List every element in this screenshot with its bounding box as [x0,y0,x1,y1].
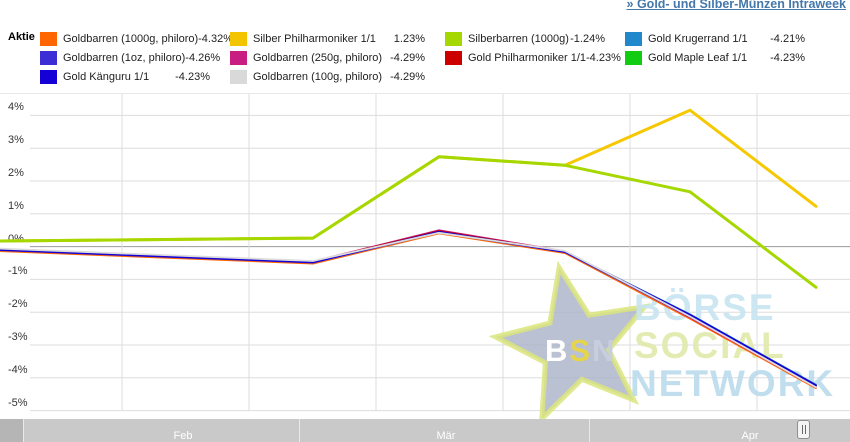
navigator-separator [299,419,300,442]
legend-item-change: -4.23% [586,51,621,64]
navigator-left-block [0,419,23,442]
legend-item-label: Gold Känguru 1/1 [63,70,150,83]
navigator-handle[interactable] [797,420,810,439]
legend-swatch-icon [40,50,57,65]
legend-swatch-icon [40,69,57,84]
legend-item-change: 1.23% [393,32,425,45]
legend-item[interactable]: Gold Känguru 1/1 -4.23% [40,67,230,86]
legend-item-change: -4.23% [770,51,805,64]
y-axis-tick-label: 3% [8,134,24,147]
legend-swatch-icon [625,31,642,46]
legend-swatch-icon [625,50,642,65]
legend-item[interactable]: Silberbarren (1000g) -1.24% [445,29,625,48]
legend-item-change: -4.21% [770,32,805,45]
legend-swatch-icon [445,50,462,65]
navigator-month-label: Apr [741,430,759,442]
series-line[interactable] [0,155,818,289]
y-axis-tick-label: 4% [8,101,24,114]
legend-item[interactable]: Goldbarren (1000g, philoro) -4.32% [40,29,233,48]
legend-item-label: Goldbarren (100g, philoro) [253,70,383,83]
legend-title: Aktie [8,31,35,43]
legend-item-label: Gold Maple Leaf 1/1 [648,51,748,64]
legend-item-change: -4.29% [390,70,425,83]
legend-item[interactable]: Gold Krugerrand 1/1 -4.21% [625,29,825,48]
navigator-separator [589,419,590,442]
legend-item-label: Goldbarren (1oz, philoro) [63,51,186,64]
legend-item-change: -4.23% [175,70,210,83]
legend-item[interactable]: Goldbarren (250g, philoro) -4.29% [230,48,445,67]
legend-grid: Goldbarren (1000g, philoro) -4.32% Silber … [40,29,825,86]
legend-item[interactable]: Silber Philharmoniker 1/1 1.23% [230,29,445,48]
legend-item[interactable]: Goldbarren (100g, philoro) -4.29% [230,67,445,86]
navigator[interactable]: Feb Mär Apr [0,419,850,442]
legend-swatch-icon [445,31,462,46]
bsn-star-text: BSN [545,333,616,368]
legend-swatch-icon [40,31,57,46]
series-line[interactable] [0,231,817,389]
legend-item-change: -4.29% [390,51,425,64]
legend-item-label: Goldbarren (250g, philoro) [253,51,383,64]
legend-item-change: -4.32% [198,32,233,45]
navigator-month-label: Mär [436,430,456,442]
legend-swatch-icon [230,31,247,46]
navigator-separator [23,419,24,442]
legend-item[interactable]: Gold Philharmoniker 1/1 -4.23% [445,48,625,67]
y-axis-tick-label: -2% [8,298,28,311]
y-axis-tick-label: 2% [8,167,24,179]
legend-item-label: Goldbarren (1000g, philoro) [63,32,199,45]
watermark-line3: NETWORK [630,363,835,404]
chart-top-border [0,93,850,94]
y-axis-tick-label: -1% [8,265,28,278]
legend-item[interactable]: Gold Maple Leaf 1/1 -4.23% [625,48,825,67]
legend-item[interactable]: Goldbarren (1oz, philoro) -4.26% [40,48,230,67]
legend-swatch-icon [230,69,247,84]
legend-item-label: Silber Philharmoniker 1/1 [253,32,376,45]
y-axis-tick-label: -4% [8,363,28,376]
legend-item-label: Gold Philharmoniker 1/1 [468,51,587,64]
navigator-month-label: Feb [173,430,193,442]
bsn-star-icon [488,260,651,426]
legend-item-label: Gold Krugerrand 1/1 [648,32,748,45]
y-axis-tick-label: -3% [8,331,28,343]
watermark-line2: SOCIAL [634,325,786,366]
legend-item-change: -4.26% [185,51,221,64]
intraweek-link[interactable]: » Gold- und Silber-Münzen Intraweek [626,0,846,11]
legend-item-label: Silberbarren (1000g) [468,32,569,45]
legend-item-change: -1.24% [570,32,605,45]
y-axis-tick-label: -5% [8,396,28,409]
legend-swatch-icon [230,50,247,65]
y-axis-tick-label: 1% [8,199,24,212]
series-line[interactable] [0,232,817,390]
